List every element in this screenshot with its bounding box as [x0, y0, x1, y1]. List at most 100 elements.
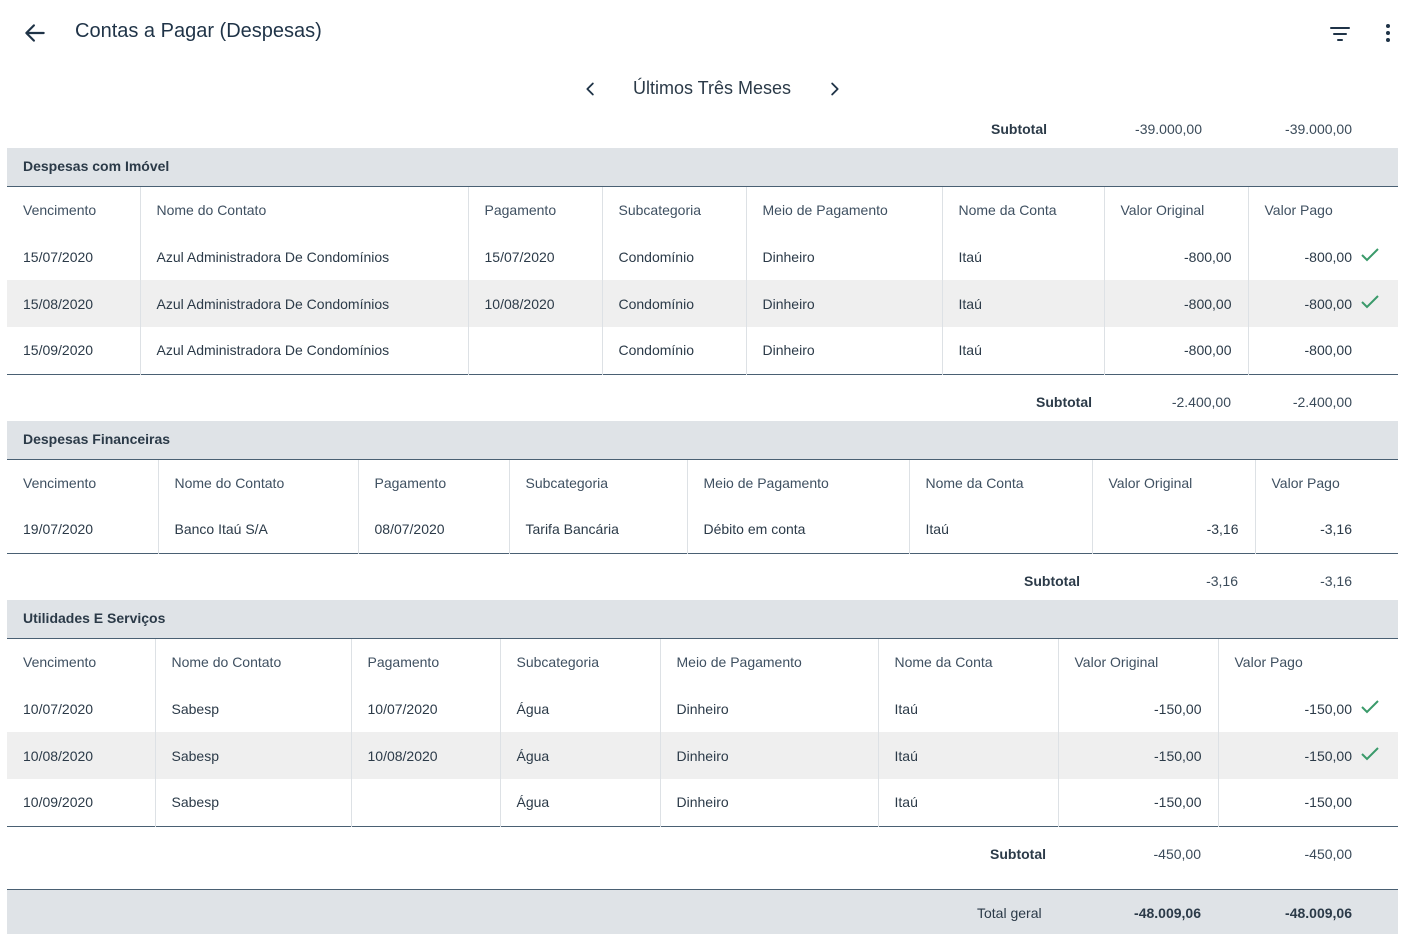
table-row[interactable]: 10/09/2020 Sabesp Água Dinheiro Itaú -15… — [7, 779, 1398, 826]
cell-contato: Sabesp — [154, 732, 351, 779]
cell-original: -150,00 — [1057, 732, 1218, 779]
col-subcategoria[interactable]: Subcategoria — [499, 639, 660, 685]
col-pagamento[interactable]: Pagamento — [467, 187, 602, 233]
section-header-financeiras[interactable]: Despesas Financeiras — [7, 421, 1398, 460]
cell-subcategoria: Água — [499, 732, 660, 779]
cell-pagamento: 15/07/2020 — [467, 233, 602, 280]
total-pago: -48.009,06 — [1285, 905, 1352, 921]
cell-vencimento: 10/08/2020 — [7, 732, 155, 779]
cell-pago: -800,00 — [1247, 233, 1398, 280]
cell-pagamento — [350, 779, 500, 826]
cell-original: -800,00 — [1103, 280, 1248, 327]
col-conta[interactable]: Nome da Conta — [941, 187, 1104, 233]
cell-pagamento: 10/08/2020 — [350, 732, 500, 779]
table-row[interactable]: 15/08/2020 Azul Administradora De Condom… — [7, 280, 1398, 327]
subtotal-label: Subtotal — [1024, 573, 1080, 589]
cell-vencimento: 10/09/2020 — [23, 794, 94, 811]
col-pagamento[interactable]: Pagamento — [357, 460, 509, 506]
col-original[interactable]: Valor Original — [1057, 639, 1218, 685]
col-subcategoria[interactable]: Subcategoria — [601, 187, 746, 233]
col-conta[interactable]: Nome da Conta — [908, 460, 1092, 506]
subtotal-pago: -2.400,00 — [1292, 394, 1352, 410]
check-icon — [1361, 295, 1379, 309]
subtotal-original: -450,00 — [1153, 846, 1201, 862]
cell-conta: Itaú — [877, 732, 1058, 779]
subtotal-original: -2.400,00 — [1171, 394, 1231, 410]
table-row[interactable]: 19/07/2020 Banco Itaú S/A 08/07/2020 Tar… — [7, 506, 1398, 553]
section-header-utilidades[interactable]: Utilidades E Serviços — [7, 600, 1398, 639]
col-contato[interactable]: Nome do Contato — [154, 639, 351, 685]
subtotal-pago: -450,00 — [1304, 846, 1352, 862]
cell-vencimento: 15/07/2020 — [23, 248, 94, 265]
page-title: Contas a Pagar (Despesas) — [75, 20, 322, 42]
app-bar: Contas a Pagar (Despesas) — [0, 0, 1404, 64]
cell-original: -150,00 — [1057, 685, 1218, 732]
cell-pago-value: -150,00 — [1304, 700, 1352, 717]
cell-conta: Itaú — [941, 233, 1104, 280]
arrow-left-icon[interactable] — [22, 20, 48, 46]
subtotal-label: Subtotal — [991, 121, 1047, 137]
cell-pago: -150,00 — [1217, 732, 1398, 779]
grand-total-bar: Total geral -48.009,06 -48.009,06 — [7, 889, 1398, 934]
cell-subcategoria: Condomínio — [601, 233, 746, 280]
cell-subcategoria: Condomínio — [601, 280, 746, 327]
col-vencimento[interactable]: Vencimento — [7, 639, 155, 685]
subtotal-original: -39.000,00 — [1135, 121, 1202, 137]
col-original[interactable]: Valor Original — [1103, 187, 1248, 233]
table-utilidades: Vencimento Nome do Contato Pagamento Sub… — [7, 639, 1398, 827]
cell-pago: -150,00 — [1217, 685, 1398, 732]
col-contato[interactable]: Nome do Contato — [139, 187, 468, 233]
col-subcategoria[interactable]: Subcategoria — [508, 460, 687, 506]
cell-pagamento: 08/07/2020 — [357, 506, 509, 553]
table-row[interactable]: 15/09/2020 Azul Administradora De Condom… — [7, 327, 1398, 374]
cell-contato: Banco Itaú S/A — [157, 506, 358, 553]
col-meio[interactable]: Meio de Pagamento — [686, 460, 909, 506]
cell-pago: -800,00 — [1247, 280, 1398, 327]
cell-meio: Dinheiro — [745, 280, 942, 327]
col-pago[interactable]: Valor Pago — [1254, 460, 1398, 506]
cell-meio: Dinheiro — [659, 779, 878, 826]
col-vencimento[interactable]: Vencimento — [7, 460, 158, 506]
col-pagamento[interactable]: Pagamento — [350, 639, 500, 685]
table-row[interactable]: 10/08/2020 Sabesp 10/08/2020 Água Dinhei… — [7, 732, 1398, 779]
cell-original: -150,00 — [1057, 779, 1218, 826]
table-row[interactable]: 15/07/2020 Azul Administradora De Condom… — [7, 233, 1398, 280]
col-pago[interactable]: Valor Pago — [1247, 187, 1398, 233]
cell-subcategoria: Condomínio — [601, 327, 746, 374]
cell-contato: Azul Administradora De Condomínios — [139, 327, 468, 374]
col-original[interactable]: Valor Original — [1091, 460, 1255, 506]
cell-contato: Azul Administradora De Condomínios — [139, 233, 468, 280]
table-row[interactable]: 10/07/2020 Sabesp 10/07/2020 Água Dinhei… — [7, 685, 1398, 732]
filter-icon[interactable] — [1328, 22, 1352, 46]
cell-contato: Sabesp — [154, 779, 351, 826]
cell-meio: Dinheiro — [659, 732, 878, 779]
cell-conta: Itaú — [941, 280, 1104, 327]
col-pago[interactable]: Valor Pago — [1217, 639, 1398, 685]
col-contato[interactable]: Nome do Contato — [157, 460, 358, 506]
cell-conta: Itaú — [877, 779, 1058, 826]
subtotal-row: Subtotal -3,16 -3,16 — [7, 563, 1398, 599]
chevron-right-icon[interactable] — [823, 78, 845, 100]
section-header-imovel[interactable]: Despesas com Imóvel — [7, 148, 1398, 187]
more-vertical-icon[interactable] — [1378, 20, 1398, 46]
cell-conta: Itaú — [908, 506, 1092, 553]
cell-meio: Dinheiro — [659, 685, 878, 732]
cell-pago-value: -800,00 — [1304, 342, 1352, 359]
col-meio[interactable]: Meio de Pagamento — [659, 639, 878, 685]
check-icon — [1361, 248, 1379, 262]
cell-meio: Débito em conta — [686, 506, 909, 553]
subtotal-label: Subtotal — [990, 846, 1046, 862]
cell-conta: Itaú — [877, 685, 1058, 732]
subtotal-row: Subtotal -450,00 -450,00 — [7, 836, 1398, 872]
cell-pago-value: -150,00 — [1304, 747, 1352, 764]
col-vencimento[interactable]: Vencimento — [7, 187, 140, 233]
cell-pago: -3,16 — [1254, 506, 1398, 553]
cell-pagamento: 10/07/2020 — [350, 685, 500, 732]
cell-subcategoria: Água — [499, 779, 660, 826]
cell-pago-value: -3,16 — [1320, 521, 1352, 538]
chevron-left-icon[interactable] — [580, 78, 602, 100]
col-conta[interactable]: Nome da Conta — [877, 639, 1058, 685]
cell-original: -800,00 — [1103, 233, 1248, 280]
col-meio[interactable]: Meio de Pagamento — [745, 187, 942, 233]
table-header-row: Vencimento Nome do Contato Pagamento Sub… — [7, 187, 1398, 233]
